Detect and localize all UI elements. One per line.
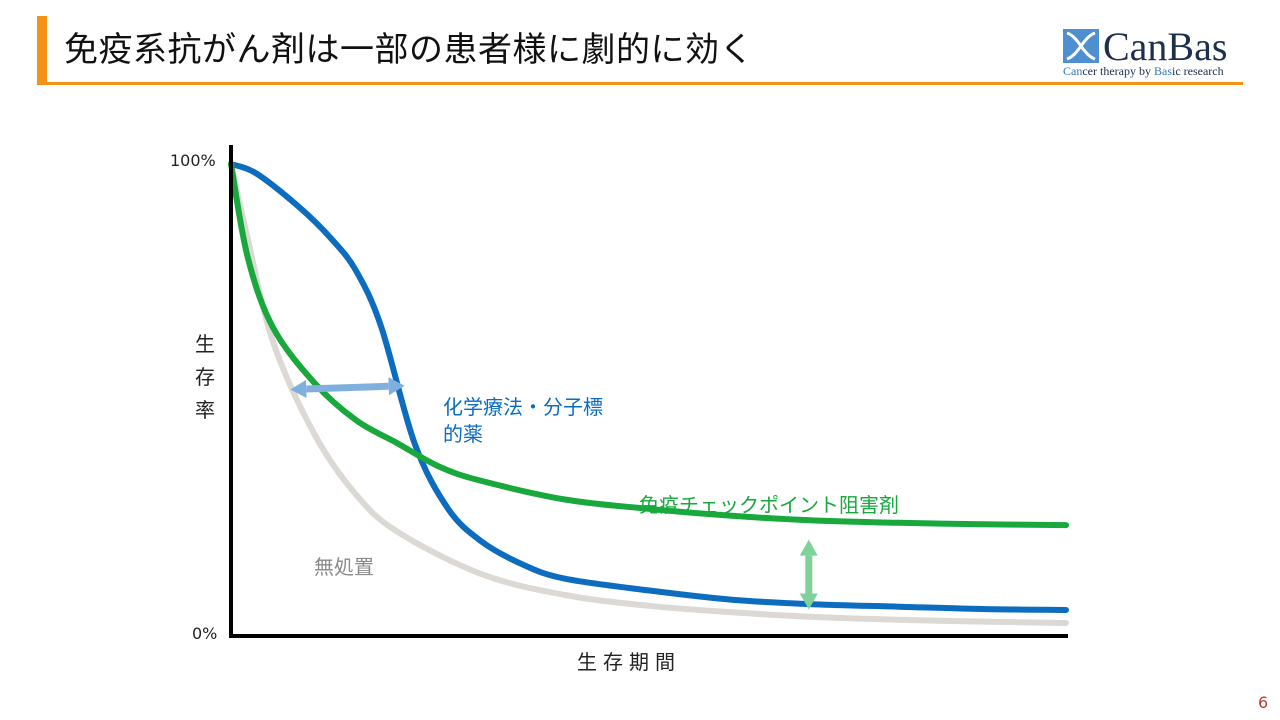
canbas-logo: CanBas Cancer therapy by Basic research <box>1063 27 1245 81</box>
checkpoint-effect-arrow <box>799 539 818 610</box>
chemo-effect-arrow <box>290 377 405 398</box>
canbas-logo-icon <box>1063 29 1099 63</box>
logo-tagline-part: cer therapy by <box>1082 64 1154 78</box>
series-label-checkpoint-inhibitor: 免疫チェックポイント阻害剤 <box>639 493 899 517</box>
logo-wordmark: CanBas <box>1103 24 1228 69</box>
series-line-untreated <box>228 161 1069 626</box>
series-label-untreated: 無処置 <box>314 555 374 579</box>
logo-tagline: Cancer therapy by Basic research <box>1063 64 1224 79</box>
page-title: 免疫系抗がん剤は一部の患者様に劇的に効く <box>64 30 754 70</box>
series-label-chemotherapy: 化学療法・分子標的薬 <box>443 395 603 446</box>
series-line-checkpoint-inhibitor <box>228 161 1069 529</box>
y-tick-label: 0% <box>192 624 218 643</box>
title-accent-bar <box>37 16 47 84</box>
series-line-chemotherapy <box>228 161 1069 613</box>
y-tick-label: 100% <box>170 151 216 170</box>
x-axis-label: 生存期間 <box>577 650 681 674</box>
title-underline <box>37 82 1243 85</box>
page-number: 6 <box>1258 693 1269 712</box>
logo-tagline-part: ic research <box>1171 64 1224 78</box>
logo-tagline-part: Bas <box>1153 64 1172 78</box>
y-axis-label: 生存率 <box>195 332 215 422</box>
logo-tagline-part: Can <box>1063 64 1083 78</box>
